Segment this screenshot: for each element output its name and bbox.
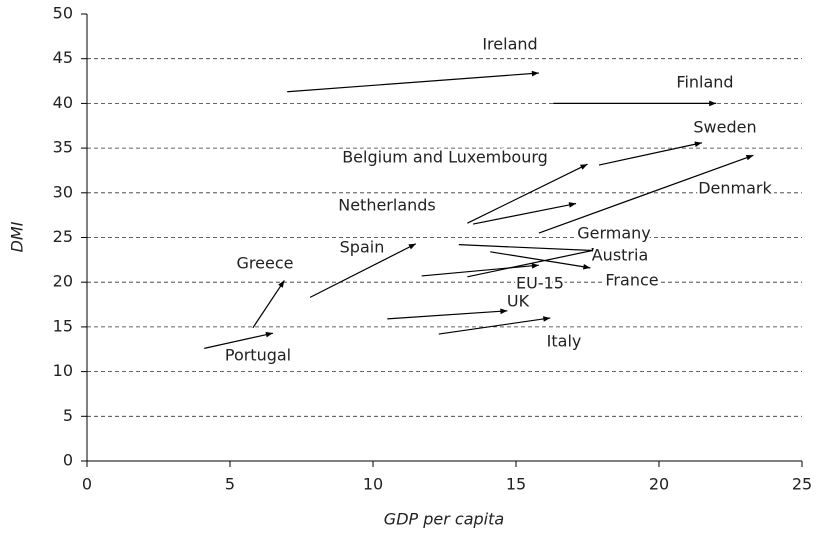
series-label: Belgium and Luxembourg <box>342 148 548 167</box>
series-label: EU-15 <box>516 274 564 293</box>
x-tick-label: 10 <box>363 475 383 494</box>
y-tick-label: 5 <box>63 406 73 425</box>
arrow <box>287 70 539 93</box>
arrow <box>458 244 602 254</box>
arrow <box>472 202 577 225</box>
y-tick-label: 40 <box>53 93 73 112</box>
y-tick-label: 35 <box>53 138 73 157</box>
y-tick-label: 0 <box>63 451 73 470</box>
y-tick-label: 20 <box>53 272 73 291</box>
series-label: Spain <box>340 238 385 257</box>
y-tick-label: 30 <box>53 182 73 201</box>
series-label: Ireland <box>482 35 537 54</box>
y-tick-label: 10 <box>53 361 73 380</box>
series-label: Sweden <box>693 118 756 137</box>
y-tick-label: 45 <box>53 48 73 67</box>
arrow <box>598 141 703 166</box>
series-label: France <box>605 271 658 290</box>
arrow <box>421 263 539 277</box>
arrow <box>387 308 508 320</box>
arrow <box>204 331 274 349</box>
x-tick-label: 0 <box>82 475 92 494</box>
y-tick-label: 50 <box>53 4 73 23</box>
series-label: Germany <box>577 224 651 243</box>
series-label: Italy <box>547 332 582 351</box>
series-label: Finland <box>676 73 733 92</box>
y-axis-label: DMI <box>8 221 27 252</box>
series-label: Austria <box>592 246 649 265</box>
arrow <box>538 154 754 234</box>
arrow <box>467 163 588 224</box>
x-tick-label: 20 <box>649 475 669 494</box>
arrow <box>490 251 591 270</box>
x-tick-label: 25 <box>792 475 812 494</box>
y-tick-label: 15 <box>53 316 73 335</box>
arrow <box>438 316 551 335</box>
arrow <box>467 247 600 278</box>
x-axis-label: GDP per capita <box>384 510 504 529</box>
series-label: Portugal <box>225 346 291 365</box>
series-label: UK <box>507 292 530 311</box>
series-label: Netherlands <box>338 196 436 215</box>
series-label: Greece <box>237 254 294 273</box>
x-tick-label: 15 <box>506 475 526 494</box>
series-label: Denmark <box>698 179 772 198</box>
y-tick-label: 25 <box>53 227 73 246</box>
arrow <box>252 280 285 329</box>
arrow <box>309 243 417 298</box>
x-tick-label: 5 <box>225 475 235 494</box>
